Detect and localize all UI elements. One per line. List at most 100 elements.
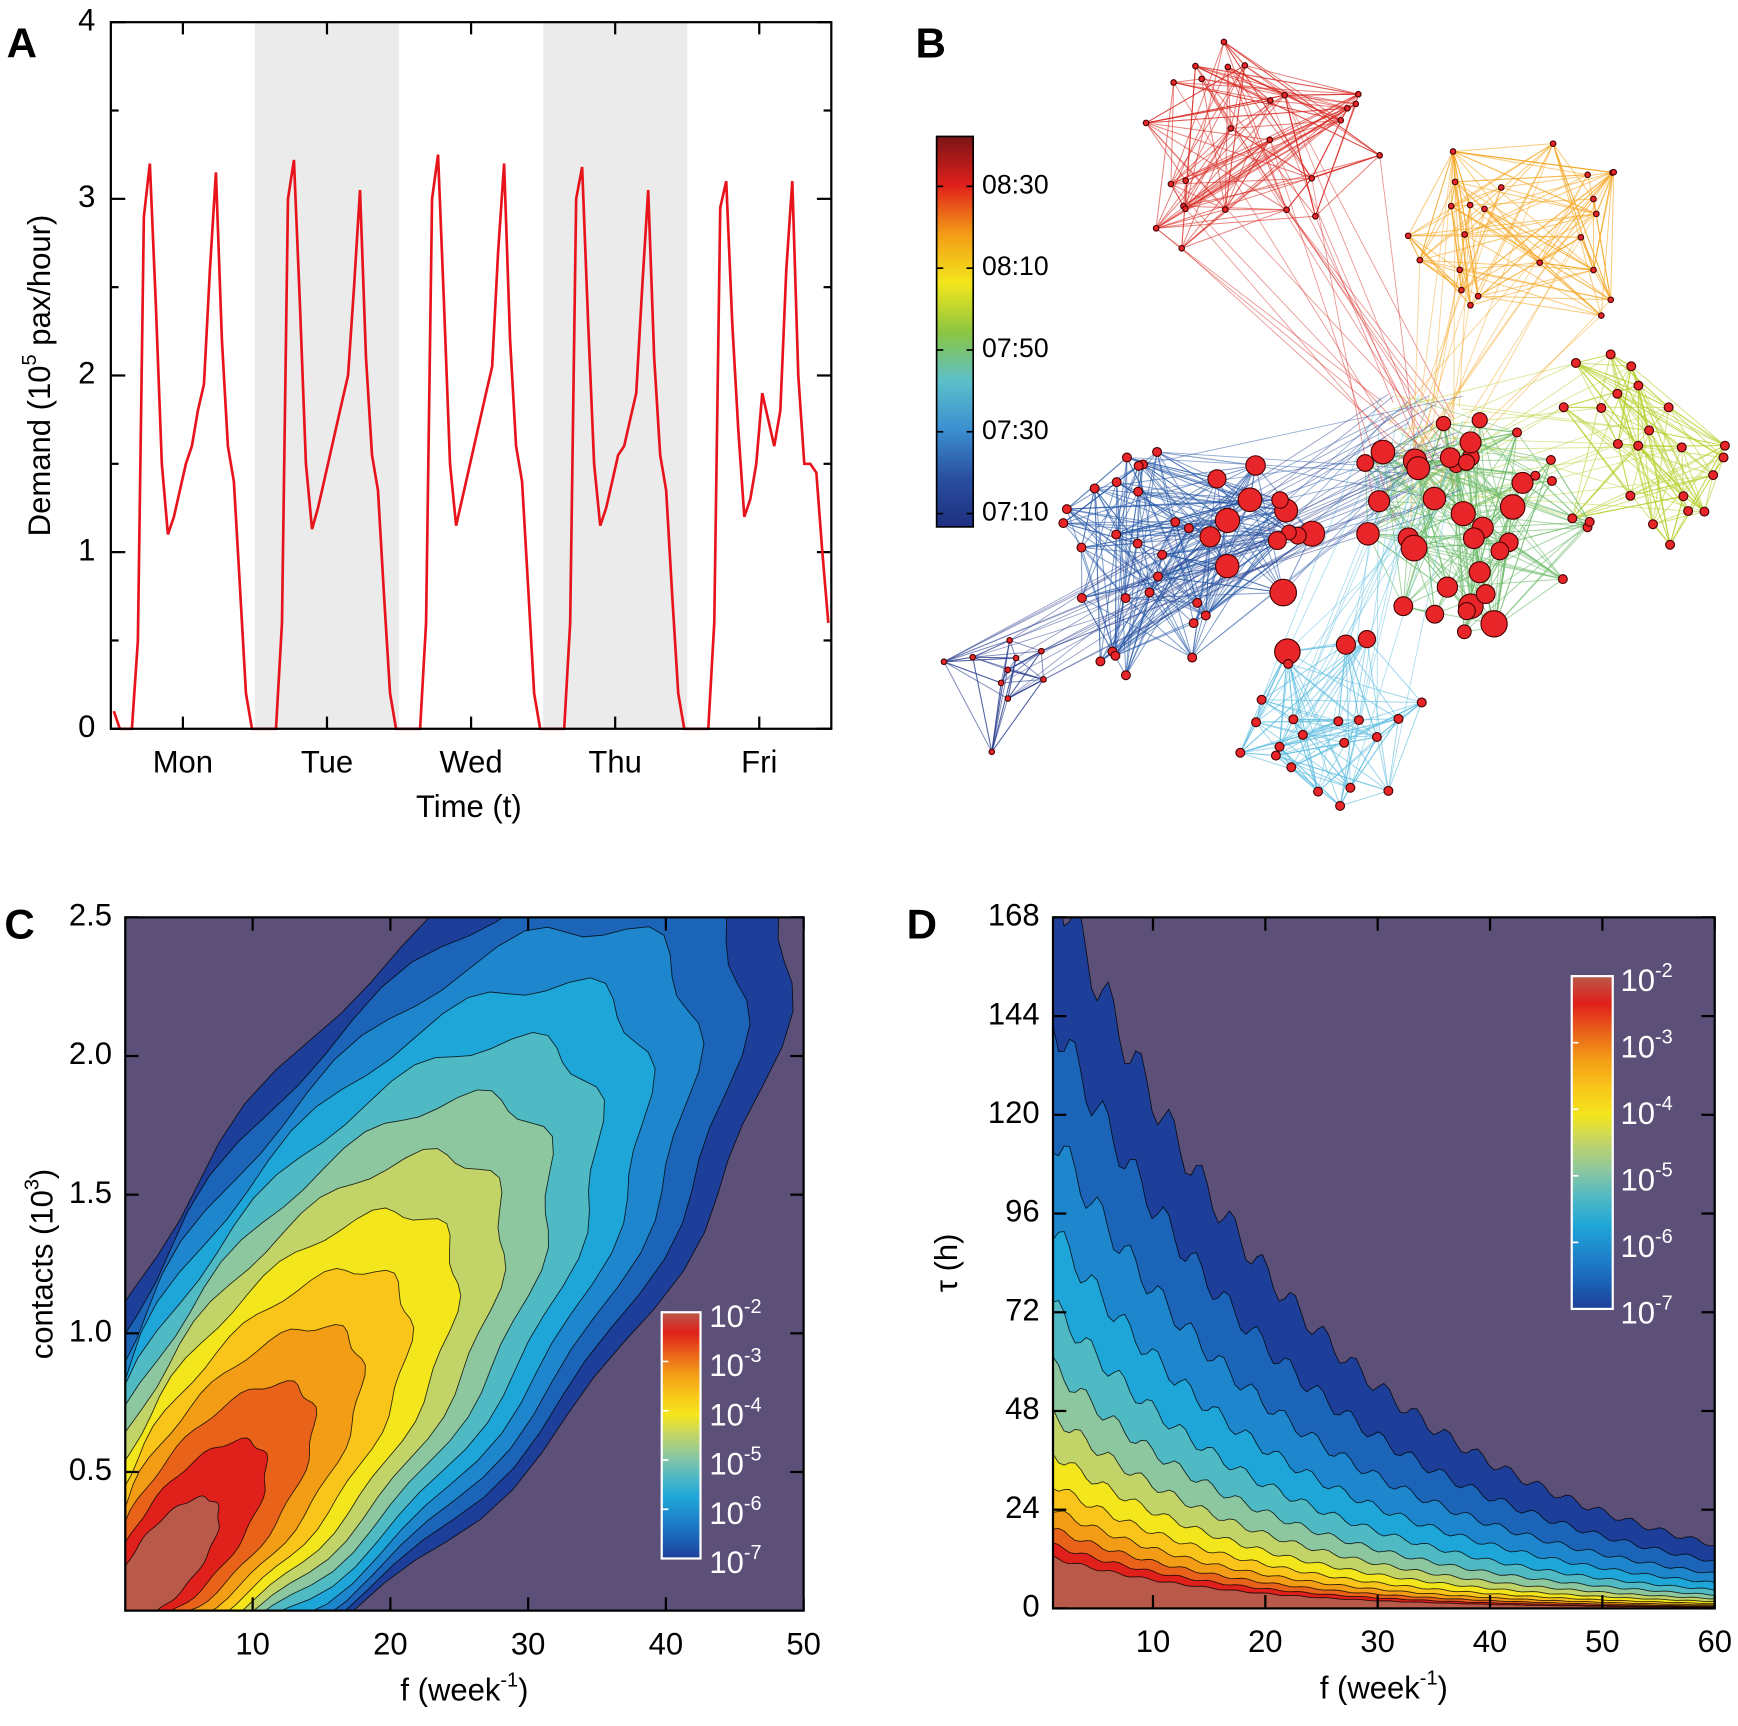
edge <box>1239 699 1263 753</box>
y-axis-label: τ (h) <box>929 1233 964 1292</box>
node <box>1474 292 1482 300</box>
edge <box>1652 510 1689 525</box>
edge <box>1041 452 1410 652</box>
node <box>1111 529 1122 540</box>
y-axis-label-part: Demand (10 <box>22 366 57 537</box>
edge <box>943 437 1385 663</box>
edge <box>1170 82 1175 185</box>
edge <box>1430 204 1471 432</box>
x-axis-label-part: -1 <box>1420 1668 1438 1690</box>
node <box>1297 729 1308 740</box>
edge <box>1183 205 1287 211</box>
edge <box>1539 172 1613 263</box>
x-tick-label: 30 <box>1360 1624 1395 1659</box>
node <box>1283 206 1290 214</box>
edge <box>1244 65 1285 96</box>
x-axis-label-part: f (week <box>1320 1671 1420 1706</box>
edge <box>1115 465 1256 536</box>
node <box>1597 312 1605 319</box>
edge <box>1601 407 1650 431</box>
edge <box>1138 454 1400 493</box>
edge <box>1403 605 1495 625</box>
node <box>1356 522 1380 546</box>
edge <box>1201 78 1348 109</box>
edge <box>1195 65 1380 156</box>
edge <box>1367 533 1404 607</box>
node <box>1439 447 1461 469</box>
edge <box>1494 521 1591 628</box>
node <box>1111 477 1122 488</box>
node <box>1511 471 1534 494</box>
demand-line <box>112 154 830 731</box>
edge <box>1405 187 1502 490</box>
node <box>1200 610 1211 621</box>
colorbar-label-exp: -5 <box>744 1444 762 1466</box>
node <box>1167 180 1175 188</box>
y-tick-label: 96 <box>1005 1194 1040 1229</box>
edge <box>1617 366 1632 445</box>
node <box>1584 171 1591 179</box>
node <box>1512 427 1523 438</box>
edge <box>1116 499 1251 536</box>
node <box>1590 266 1597 274</box>
node <box>1224 63 1232 71</box>
node <box>1590 195 1597 203</box>
edge <box>1292 470 1451 720</box>
edge <box>1275 718 1399 757</box>
edge <box>1287 485 1463 653</box>
node <box>1170 79 1177 86</box>
node <box>1468 561 1491 584</box>
edge <box>1137 499 1251 544</box>
edge <box>1286 209 1417 395</box>
node <box>1626 361 1637 372</box>
edge <box>1181 209 1287 249</box>
edge <box>1407 235 1421 261</box>
colorbar <box>935 135 975 528</box>
colorbar-label-exp: -4 <box>1655 1093 1673 1115</box>
node <box>1546 475 1557 486</box>
node <box>1170 517 1181 528</box>
edge <box>1255 721 1351 789</box>
edge <box>1419 151 1454 261</box>
edge <box>1040 651 1044 680</box>
colorbar-label-base: 10 <box>709 1348 744 1383</box>
edge <box>1617 385 1639 445</box>
edge <box>1432 151 1454 403</box>
node <box>1271 491 1289 509</box>
edge <box>1111 521 1176 652</box>
edge <box>1387 702 1423 792</box>
edge <box>1155 227 1424 448</box>
node <box>1497 184 1505 191</box>
edge <box>1617 443 1705 513</box>
edge <box>1610 354 1639 446</box>
edge <box>991 679 1044 753</box>
edge <box>1407 235 1461 271</box>
x-tick-label: Fri <box>741 744 777 779</box>
edge <box>1571 354 1612 519</box>
edge <box>1617 393 1724 458</box>
edge <box>1094 488 1101 662</box>
edge <box>1592 172 1615 271</box>
colorbar-label-exp: -6 <box>1655 1226 1673 1248</box>
edge <box>1063 481 1117 524</box>
node <box>1133 460 1144 471</box>
colorbar <box>1570 975 1614 1311</box>
edge <box>1408 537 1563 580</box>
edge <box>1230 65 1246 129</box>
edge <box>1317 719 1360 792</box>
edge <box>1009 495 1390 641</box>
edge <box>1681 447 1684 497</box>
edge <box>1630 474 1714 497</box>
edge <box>1138 395 1463 467</box>
node <box>1241 62 1249 69</box>
y-tick-label: 2.0 <box>69 1036 112 1071</box>
edge <box>1223 41 1246 66</box>
node <box>1356 454 1375 472</box>
node <box>1481 205 1488 213</box>
edge <box>1063 522 1138 544</box>
edge <box>1575 362 1724 458</box>
edge <box>1007 650 1042 699</box>
edge <box>1466 462 1484 528</box>
edge <box>1269 100 1439 494</box>
edge <box>1284 95 1316 217</box>
